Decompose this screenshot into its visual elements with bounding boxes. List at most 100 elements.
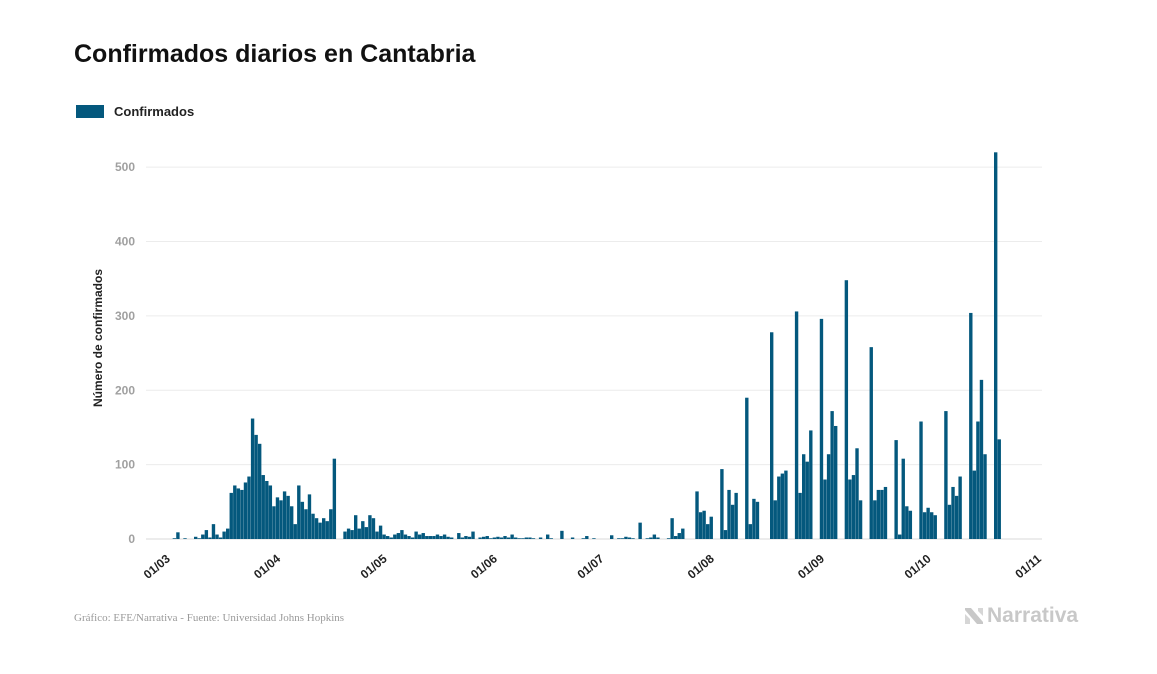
bar: [499, 537, 504, 539]
y-tick-label: 200: [115, 383, 135, 397]
bar: [880, 489, 884, 539]
bar: [482, 536, 486, 539]
bar: [823, 479, 827, 539]
bars: [172, 152, 1001, 539]
bar: [375, 531, 379, 539]
bar: [560, 530, 564, 539]
bar: [322, 518, 326, 539]
bar: [570, 537, 575, 539]
bar: [314, 518, 319, 539]
bar: [329, 509, 333, 539]
bar: [798, 492, 802, 539]
x-axis-ticks: 01/03 01/04 01/05 01/06 01/07 01/08 01/09 01/10…: [141, 551, 1044, 581]
bar: [425, 536, 429, 539]
bar: [311, 513, 315, 539]
bar: [201, 534, 205, 539]
bar: [794, 311, 799, 539]
bar: [435, 534, 440, 539]
bar: [681, 528, 685, 539]
bar: [471, 531, 475, 539]
bar: [698, 512, 703, 539]
bar: [620, 538, 625, 539]
bar: [279, 500, 283, 539]
bar: [997, 439, 1001, 539]
bar: [702, 510, 706, 539]
bar: [325, 521, 329, 539]
bar: [265, 481, 269, 539]
bar: [357, 528, 361, 539]
bar: [730, 504, 735, 539]
bar: [894, 440, 898, 539]
bar: [592, 538, 596, 539]
bar: [994, 152, 998, 539]
bar: [183, 538, 187, 539]
bar: [809, 430, 813, 539]
bar: [460, 537, 465, 539]
bar: [418, 534, 422, 539]
grid-lines: [146, 166, 1042, 540]
x-tick-label: 01/11: [1012, 551, 1044, 581]
bar: [922, 512, 927, 539]
x-tick-label: 01/04: [251, 551, 283, 581]
bar: [503, 536, 507, 539]
bar: [851, 475, 856, 539]
bar: [282, 491, 287, 539]
bar: [930, 512, 934, 539]
legend-swatch-confirmados: [76, 105, 104, 118]
bar: [467, 536, 472, 539]
bar: [332, 458, 337, 539]
bar: [869, 347, 873, 539]
bar: [258, 443, 262, 539]
bar: [243, 482, 248, 539]
bar: [755, 501, 760, 539]
bar: [407, 536, 411, 539]
bar: [876, 489, 881, 539]
bar: [382, 534, 386, 539]
bar: [517, 538, 521, 539]
bar: [944, 411, 948, 539]
bar: [204, 530, 209, 539]
bar: [723, 530, 728, 539]
bar: [172, 538, 177, 539]
bar: [834, 425, 838, 539]
bar: [581, 538, 585, 539]
bar: [272, 506, 276, 539]
bar: [197, 538, 201, 539]
bar: [211, 524, 216, 539]
bar: [631, 538, 635, 539]
bar: [428, 536, 433, 539]
bar: [250, 418, 255, 539]
bar: [215, 534, 219, 539]
bar: [905, 506, 909, 539]
bar: [770, 332, 774, 539]
bar: [371, 518, 376, 539]
bar: [666, 538, 671, 539]
bar: [514, 537, 518, 539]
bar: [286, 495, 290, 539]
bar: [300, 501, 305, 539]
bar: [439, 536, 443, 539]
bar: [805, 461, 809, 539]
bar: [709, 516, 713, 539]
bar: [627, 537, 632, 539]
bar: [521, 538, 525, 539]
x-tick-label: 01/08: [685, 551, 717, 581]
bar: [346, 528, 351, 539]
bar: [304, 509, 308, 539]
bar: [777, 476, 781, 539]
bar: [976, 421, 980, 539]
bar: [350, 530, 354, 539]
narrativa-logo-icon: [965, 608, 983, 624]
bar: [510, 534, 514, 539]
bar: [677, 533, 681, 539]
bar: [368, 515, 372, 539]
bar: [645, 538, 649, 539]
bar: [218, 537, 223, 539]
y-tick-label: 400: [115, 235, 135, 249]
bar: [830, 411, 834, 539]
y-tick-label: 300: [115, 309, 135, 323]
brand-logo: Narrativa: [963, 604, 1078, 628]
bar: [297, 485, 301, 539]
bar: [720, 469, 724, 539]
